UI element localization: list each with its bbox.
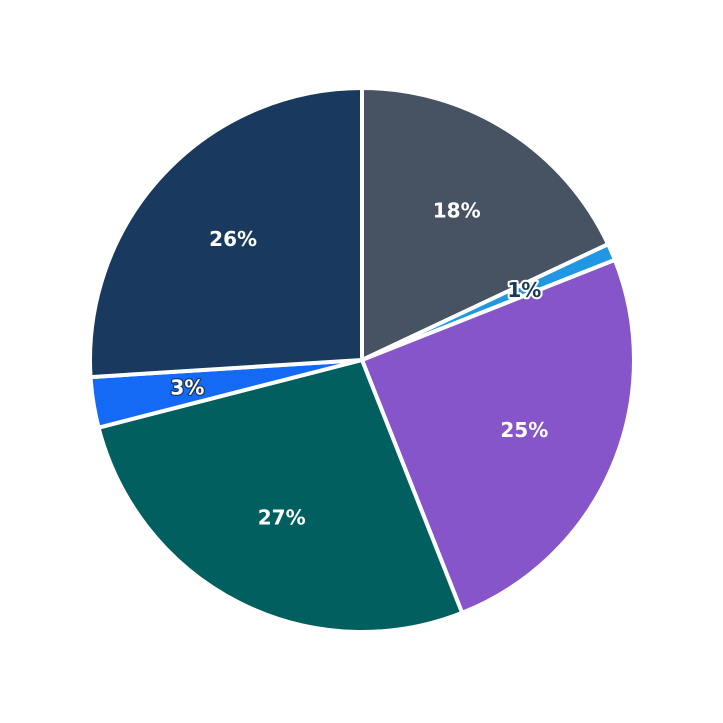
pie-label-26pct: 26%	[209, 227, 257, 251]
pie-label-25pct: 25%	[500, 418, 548, 442]
pie-label-18pct: 18%	[433, 199, 481, 223]
pie-label-3pct: 3%	[170, 376, 204, 400]
pie-label-27pct: 27%	[258, 506, 306, 530]
pie-slice-25pct	[360, 257, 636, 615]
pie-slice-18pct	[360, 86, 611, 362]
pie-slice-26pct	[88, 86, 364, 380]
pie-label-1pct: 1%	[507, 278, 541, 302]
pie-slice-27pct	[96, 358, 465, 634]
